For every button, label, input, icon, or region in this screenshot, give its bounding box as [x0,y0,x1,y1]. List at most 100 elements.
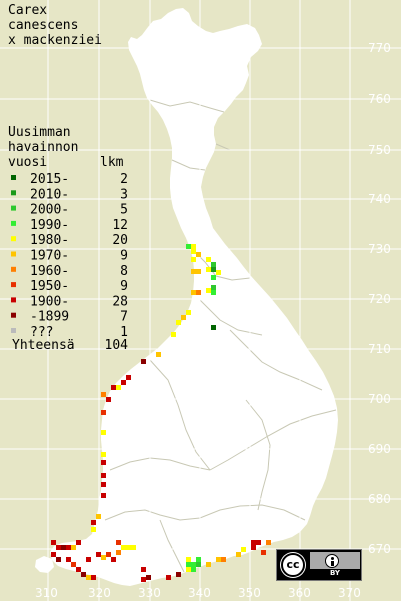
observation-square [51,552,56,557]
y-tick-labels: 770 760 750 740 730 720 710 700 690 680 … [368,41,391,556]
y-tick-label: 770 [368,41,391,55]
y-tick-label: 670 [368,542,391,556]
y-tick-label: 740 [368,192,391,206]
observation-square [241,547,246,552]
observation-square [191,562,196,567]
legend-total-count: 104 [105,338,129,353]
observation-square [181,315,186,320]
legend-count-header: lkm [100,155,124,170]
observation-square [61,545,66,550]
observation-square [111,557,116,562]
observation-square [211,267,216,272]
y-tick-label: 730 [368,242,391,256]
legend-count: 8 [120,264,128,279]
observation-square [171,332,176,337]
observation-square [126,375,131,380]
legend-label: 1970- [30,249,69,264]
title-line: canescens [8,18,78,33]
legend-label: 2015- [30,172,69,187]
observation-square [191,257,196,262]
legend-count: 3 [120,187,128,202]
observation-square [191,567,196,572]
observation-square [206,562,211,567]
y-tick-label: 680 [368,492,391,506]
legend-label: 1950- [30,279,69,294]
observation-square [101,392,106,397]
legend-label: 1960- [30,264,69,279]
legend-label: ??? [30,325,53,340]
observation-square [141,577,146,582]
legend-header-line: Uusimman [8,125,71,140]
observation-square [116,385,121,390]
legend-swatch [11,190,16,196]
observation-square [66,557,71,562]
legend-header-line: vuosi [8,155,47,170]
observation-square [56,545,61,550]
x-tick-label: 320 [88,586,111,600]
legend-count: 20 [112,233,128,248]
observation-square [191,249,196,254]
observation-square [131,545,136,550]
x-tick-label: 330 [138,586,161,600]
observation-square [196,252,201,257]
legend: Uusimman havainnon vuosi lkm 2015- 2 2010-… [8,125,128,353]
y-tick-label: 750 [368,143,391,157]
observation-square [66,545,71,550]
legend-count: 5 [120,203,128,218]
observation-square [211,275,216,280]
observation-square [116,540,121,545]
legend-count: 28 [112,294,128,309]
observation-square [176,320,181,325]
observation-square [256,540,261,545]
observation-square [96,514,101,519]
legend-count: 1 [120,325,128,340]
observation-square [206,267,211,272]
observation-square [266,540,271,545]
y-tick-label: 760 [368,92,391,106]
observation-square [191,244,196,249]
legend-total-label: Yhteensä [12,338,75,353]
legend-swatch [11,220,16,226]
cc-icon: cc [281,553,305,577]
observation-square [91,575,96,580]
y-tick-label: 700 [368,392,391,406]
x-tick-label: 310 [35,586,58,600]
cc-by-license-badge[interactable]: cc BY [276,549,362,581]
observation-square [196,562,201,567]
legend-swatch [11,282,16,288]
observation-square [86,575,91,580]
observation-square [71,562,76,567]
observation-square [121,380,126,385]
observation-square [106,397,111,402]
legend-header-line: havainnon [8,140,78,155]
observation-square [76,567,81,572]
legend-swatch [11,205,16,211]
person-icon [325,554,339,568]
observation-square [186,557,191,562]
observation-square [106,552,111,557]
legend-swatch [11,175,16,180]
title-line: Carex [8,3,47,18]
observation-square [186,310,191,315]
by-icon-box: BY [310,552,360,578]
by-label: BY [310,569,360,578]
observation-square [126,545,131,550]
observation-square [156,352,161,357]
x-tick-label: 350 [238,586,261,600]
observation-square [101,482,106,487]
legend-label: 2000- [30,203,69,218]
observation-square [121,545,126,550]
observation-square [196,557,201,562]
observation-square [216,557,221,562]
x-tick-label: 340 [188,586,211,600]
observation-square [91,527,96,532]
x-tick-labels: 310 320 330 340 350 360 370 [35,586,361,600]
y-tick-label: 690 [368,442,391,456]
legend-swatch [11,312,16,318]
observation-square [141,567,146,572]
observation-square [101,460,106,465]
